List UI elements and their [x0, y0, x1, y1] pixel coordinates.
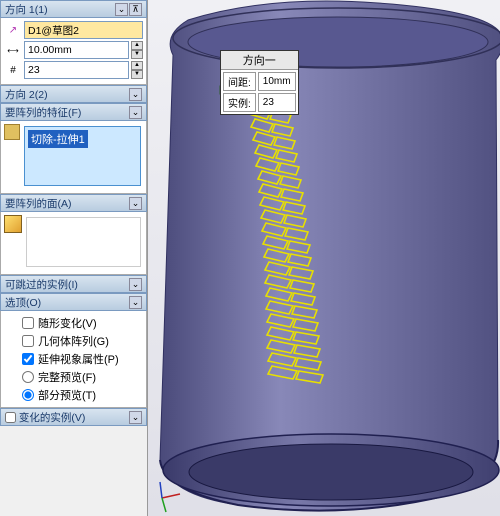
vary-sketch-check[interactable]: 随形变化(V)	[4, 314, 143, 332]
feature-icon	[4, 124, 20, 140]
faces-header[interactable]: 要阵列的面(A) ⌄	[0, 194, 147, 212]
options-header[interactable]: 选顶(O) ⌄	[0, 293, 147, 311]
geometry-pattern-check[interactable]: 几何体阵列(G)	[4, 332, 143, 350]
expand-icon[interactable]: ⌄	[129, 411, 142, 424]
pin-icon[interactable]: ⊼	[129, 3, 142, 16]
spacing-down[interactable]: ▼	[131, 50, 143, 59]
full-preview-radio[interactable]: 完整预览(F)	[4, 368, 143, 386]
count-icon: #	[4, 61, 22, 79]
expand-icon[interactable]: ⌄	[129, 278, 142, 291]
property-manager: 方向 1(1) ⌄⊼ ↗ D1@草图2 ⟷ 10.00mm ▲▼ # 23 ▲▼…	[0, 0, 148, 516]
collapse-icon[interactable]: ⌄	[129, 106, 142, 119]
faces-body	[0, 212, 147, 275]
features-header[interactable]: 要阵列的特征(F) ⌄	[0, 103, 147, 121]
direction1-header[interactable]: 方向 1(1) ⌄⊼	[0, 0, 147, 18]
skip-header[interactable]: 可跳过的实例(I) ⌄	[0, 275, 147, 293]
feature-item[interactable]: 切除-拉伸1	[28, 130, 88, 148]
spacing-icon: ⟷	[4, 41, 22, 59]
callout-title: 方向一	[221, 51, 298, 70]
direction-icon[interactable]: ↗	[4, 21, 22, 39]
face-icon	[4, 215, 22, 233]
options-body: 随形变化(V) 几何体阵列(G) 延伸视象属性(P) 完整预览(F) 部分预览(…	[0, 311, 147, 408]
features-list[interactable]: 切除-拉伸1	[24, 126, 141, 186]
direction-sketch-field[interactable]: D1@草图2	[24, 21, 143, 39]
collapse-icon[interactable]: ⌄	[115, 3, 128, 16]
varied-instances-header[interactable]: 变化的实例(V) ⌄	[0, 408, 147, 426]
count-down[interactable]: ▼	[131, 70, 143, 79]
faces-list[interactable]	[26, 217, 141, 267]
varied-check[interactable]	[5, 412, 16, 423]
direction2-header[interactable]: 方向 2(2) ⌄	[0, 85, 147, 103]
callout-count[interactable]: 23	[258, 93, 296, 112]
pattern-callout: 方向一 间距:10mm 实例:23	[220, 50, 299, 115]
propagate-visual-check[interactable]: 延伸视象属性(P)	[4, 350, 143, 368]
collapse-icon[interactable]: ⌄	[129, 296, 142, 309]
callout-spacing[interactable]: 10mm	[258, 72, 296, 91]
direction1-body: ↗ D1@草图2 ⟷ 10.00mm ▲▼ # 23 ▲▼	[0, 18, 147, 85]
spacing-up[interactable]: ▲	[131, 41, 143, 50]
features-body: 切除-拉伸1	[0, 121, 147, 194]
count-up[interactable]: ▲	[131, 61, 143, 70]
partial-preview-radio[interactable]: 部分预览(T)	[4, 386, 143, 404]
expand-icon[interactable]: ⌄	[129, 88, 142, 101]
3d-viewport[interactable]	[148, 0, 500, 516]
spacing-field[interactable]: 10.00mm	[24, 41, 129, 59]
collapse-icon[interactable]: ⌄	[129, 197, 142, 210]
count-field[interactable]: 23	[24, 61, 129, 79]
